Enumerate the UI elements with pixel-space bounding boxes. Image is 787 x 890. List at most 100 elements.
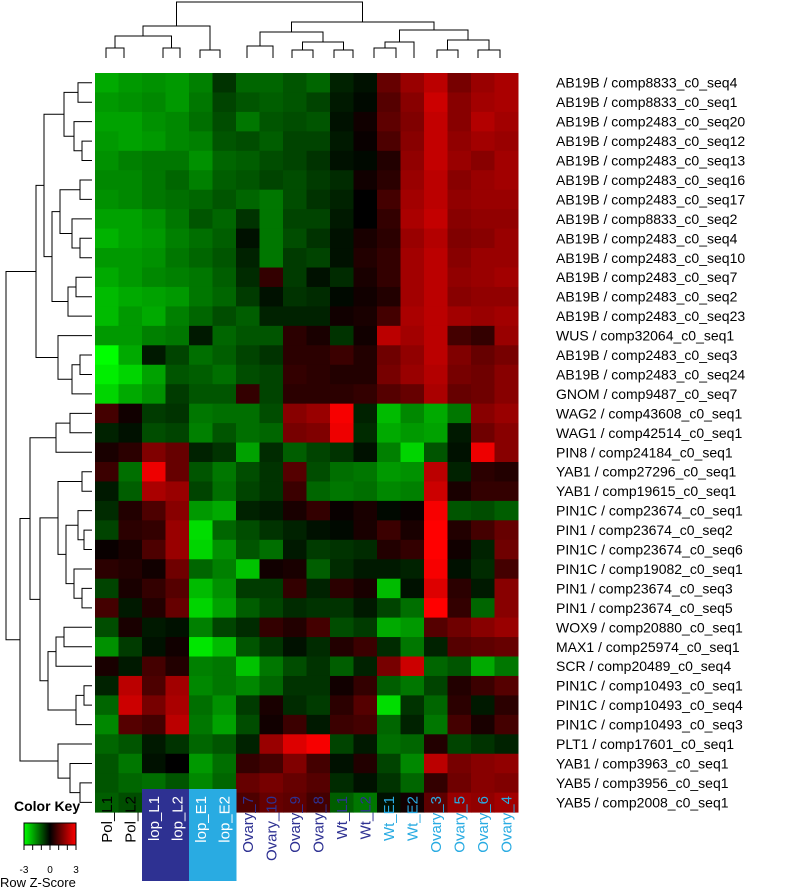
- heatmap-cell: [259, 520, 284, 541]
- heatmap-cell: [236, 637, 260, 657]
- heatmap-cell: [330, 364, 354, 385]
- heatmap-cell: [306, 598, 331, 619]
- heatmap-cell: [306, 675, 331, 696]
- heatmap-cell: [424, 325, 448, 346]
- heatmap-cell: [494, 753, 519, 774]
- row-label: WOX9 / comp20880_c0_seq1: [556, 619, 743, 635]
- heatmap-cell: [424, 481, 448, 502]
- heatmap-cell: [118, 675, 143, 696]
- dendrogram-branch: [81, 587, 92, 609]
- row-label: PIN1C / comp23674_c0_seq1: [556, 503, 743, 519]
- heatmap-cell: [283, 345, 307, 366]
- dendrogram-branch: [79, 237, 92, 259]
- heatmap-cell: [259, 209, 284, 230]
- heatmap-cell: [353, 520, 378, 541]
- heatmap-cell: [494, 248, 519, 268]
- heatmap-cell: [424, 170, 448, 191]
- heatmap-cell: [259, 131, 284, 152]
- heatmap-cell: [447, 228, 472, 249]
- heatmap-cell: [142, 675, 166, 696]
- heatmap-cell: [471, 423, 495, 444]
- heatmap-cell: [212, 345, 237, 366]
- heatmap-cell: [400, 92, 425, 113]
- heatmap-cell: [283, 442, 307, 463]
- color-key-label: Row Z-Score: [0, 875, 76, 890]
- heatmap-cell: [447, 617, 472, 638]
- heatmap-cell: [189, 734, 213, 755]
- heatmap-cell: [377, 267, 401, 288]
- heatmap-cell: [95, 267, 119, 288]
- heatmap-cell: [377, 325, 401, 346]
- heatmap-cell: [142, 131, 166, 152]
- heatmap-cell: [142, 734, 166, 755]
- dendrogram-branch: [29, 437, 56, 600]
- heatmap-cell: [494, 403, 519, 424]
- heatmap-cell: [259, 170, 284, 191]
- heatmap-cell: [142, 150, 166, 171]
- heatmap-cell: [494, 695, 519, 716]
- heatmap-cell: [142, 773, 166, 794]
- heatmap-cell: [424, 345, 448, 366]
- column-label: Ovary_9: [287, 796, 304, 853]
- dendrogram-branch: [47, 651, 76, 711]
- heatmap-cell: [471, 267, 495, 288]
- heatmap-cell: [118, 481, 143, 502]
- heatmap-cell: [494, 462, 519, 482]
- heatmap-cell: [494, 345, 519, 366]
- heatmap-cell: [330, 520, 354, 541]
- column-labels: Pol_L1 Pol_L2 lop_L1 lop_L2 lop_E1 lop_E2 Ovar…: [99, 789, 515, 881]
- heatmap-cell: [236, 617, 260, 638]
- heatmap-cell: [330, 695, 354, 716]
- heatmap-cell: [447, 131, 472, 152]
- heatmap-cell: [142, 617, 166, 638]
- heatmap-cell: [212, 423, 237, 444]
- row-label: AB19B / comp8833_c0_seq2: [556, 211, 738, 227]
- heatmap-cell: [212, 306, 237, 327]
- heatmap-cell: [424, 286, 448, 307]
- heatmap-cell: [142, 559, 166, 580]
- heatmap-cell: [142, 423, 166, 444]
- heatmap-cell: [142, 481, 166, 502]
- heatmap-cell: [424, 695, 448, 716]
- heatmap-cell: [424, 73, 448, 93]
- heatmap-cell: [259, 306, 284, 327]
- heatmap-cell: [118, 228, 143, 249]
- heatmap-cell: [118, 267, 143, 288]
- dendrogram-branch: [83, 685, 92, 706]
- heatmap-cell: [353, 73, 378, 93]
- heatmap-cell: [353, 539, 378, 560]
- heatmap-cell: [353, 773, 378, 794]
- heatmap-cell: [236, 228, 260, 249]
- heatmap-cell: [212, 695, 237, 716]
- heatmap-cell: [165, 209, 190, 230]
- heatmap-cell: [189, 364, 213, 385]
- row-label: AB19B / comp2483_c0_seq23: [556, 308, 745, 324]
- color-key-tick-high: 3: [73, 865, 79, 876]
- heatmap-cell: [142, 364, 166, 385]
- heatmap-cell: [424, 559, 448, 580]
- heatmap-cell: [494, 189, 519, 210]
- heatmap-cell: [236, 189, 260, 210]
- heatmap-cell: [447, 345, 472, 366]
- heatmap-cell: [306, 228, 331, 249]
- heatmap-cell: [236, 150, 260, 171]
- heatmap-cell: [283, 150, 307, 171]
- heatmap-cell: [118, 384, 143, 405]
- heatmap-cell: [236, 714, 260, 735]
- heatmap-cell: [494, 637, 519, 657]
- heatmap-cell: [189, 267, 213, 288]
- heatmap-cell: [306, 170, 331, 191]
- heatmap-cell: [377, 753, 401, 774]
- heatmap-cell: [142, 500, 166, 521]
- heatmap-cell: [471, 539, 495, 560]
- heatmap-cell: [494, 423, 519, 444]
- heatmap-cell: [353, 403, 378, 424]
- heatmap-cell: [283, 364, 307, 385]
- heatmap-cell: [259, 111, 284, 132]
- heatmap-cell: [400, 150, 425, 171]
- row-label: YAB5 / comp2008_c0_seq1: [556, 794, 729, 810]
- heatmap-cell: [236, 306, 260, 327]
- heatmap-cell: [142, 539, 166, 560]
- heatmap-cell: [212, 267, 237, 288]
